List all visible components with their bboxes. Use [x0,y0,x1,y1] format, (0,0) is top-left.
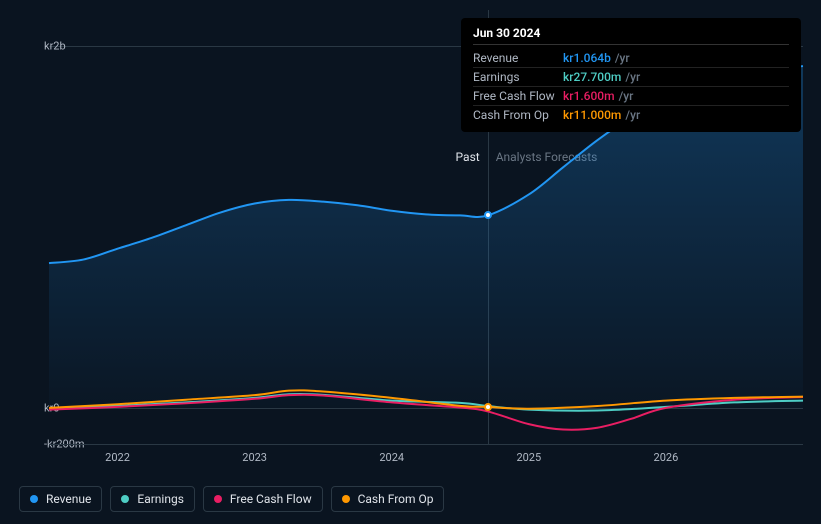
tooltip-unit: /yr [625,70,640,84]
tooltip-series-value: kr1.064b/yr [563,51,630,65]
tooltip-row: Revenuekr1.064b/yr [473,49,789,68]
legend-dot-icon [342,495,350,503]
tooltip-row: Free Cash Flowkr1.600m/yr [473,87,789,106]
marker-cash-from-op [484,403,492,411]
tooltip-series-label: Earnings [473,70,563,84]
tooltip-series-label: Revenue [473,51,563,65]
legend-label: Cash From Op [358,492,434,506]
chart-tooltip: Jun 30 2024 Revenuekr1.064b/yrEarningskr… [461,18,801,132]
marker-revenue [484,211,492,219]
legend-dot-icon [30,495,38,503]
x-axis-label: 2026 [654,451,679,464]
legend-label: Free Cash Flow [230,492,312,506]
tooltip-series-value: kr1.600m/yr [563,89,633,103]
legend-dot-icon [214,495,222,503]
legend-item-cash-from-op[interactable]: Cash From Op [331,486,445,512]
tooltip-unit: /yr [619,89,634,103]
legend-label: Revenue [46,492,91,506]
legend-label: Earnings [137,492,184,506]
tooltip-series-label: Cash From Op [473,108,563,122]
chart-legend: Revenue Earnings Free Cash Flow Cash From O… [19,486,444,512]
tooltip-series-label: Free Cash Flow [473,89,563,103]
tooltip-unit: /yr [615,51,630,65]
legend-dot-icon [121,495,129,503]
legend-item-earnings[interactable]: Earnings [110,486,195,512]
x-axis-label: 2023 [242,451,267,464]
tooltip-row: Cash From Opkr11.000m/yr [473,106,789,124]
legend-item-free-cash-flow[interactable]: Free Cash Flow [203,486,323,512]
x-axis-line [49,444,803,445]
tooltip-row: Earningskr27.700m/yr [473,68,789,87]
tooltip-series-value: kr11.000m/yr [563,108,640,122]
tooltip-date: Jun 30 2024 [473,26,789,45]
tooltip-series-value: kr27.700m/yr [563,70,640,84]
tooltip-unit: /yr [625,108,640,122]
legend-item-revenue[interactable]: Revenue [19,486,102,512]
x-axis-label: 2024 [379,451,404,464]
x-axis-label: 2022 [105,451,130,464]
x-axis-label: 2025 [516,451,541,464]
